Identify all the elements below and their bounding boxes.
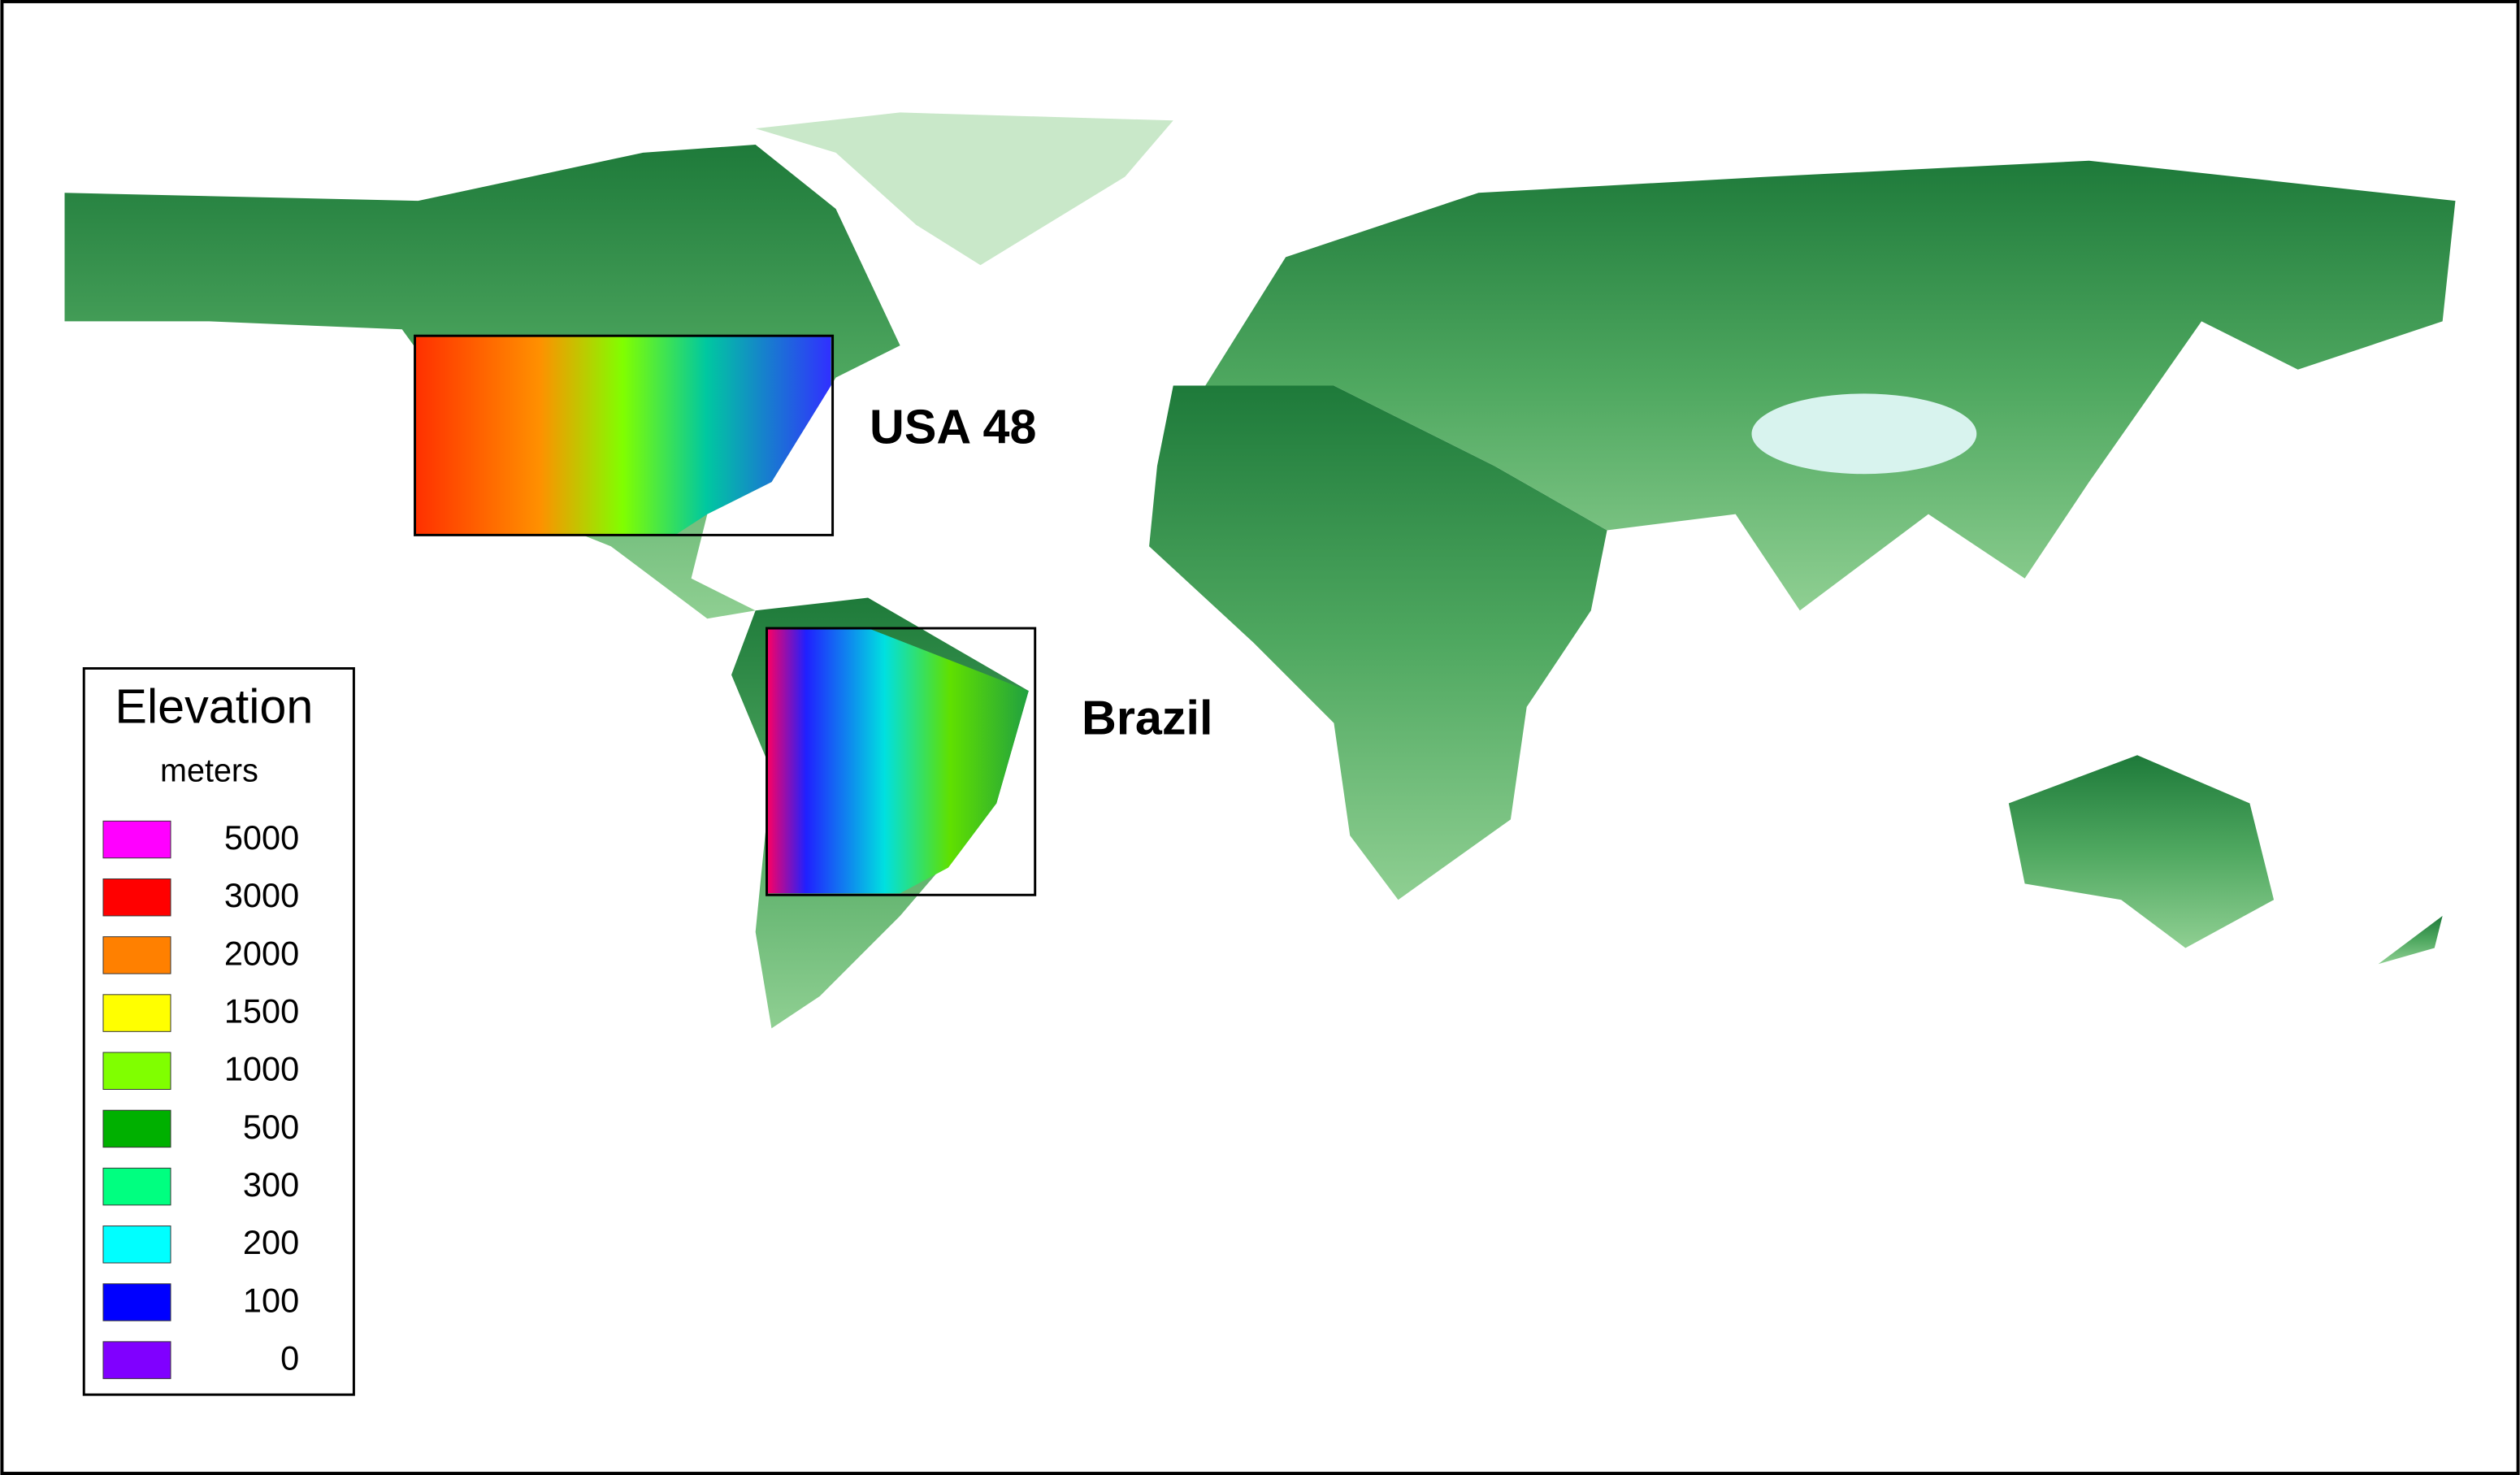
legend-swatch (102, 820, 171, 859)
legend-swatch (102, 1226, 171, 1264)
legend-label: 0 (280, 1339, 299, 1377)
legend-label: 500 (243, 1108, 299, 1146)
region-label: Brazil (1082, 690, 1212, 744)
brazil-elevation (766, 628, 1029, 894)
legend-label: 100 (243, 1281, 299, 1319)
legend-swatch (102, 1341, 171, 1379)
region-label: USA 48 (870, 400, 1036, 454)
legend-swatch (102, 1167, 171, 1206)
legend-label: 5000 (224, 818, 299, 857)
region-box (414, 334, 835, 536)
legend-swatch (102, 1283, 171, 1321)
legend-title: Elevation (115, 679, 313, 734)
legend-subtitle: meters (160, 753, 258, 788)
legend-swatch (102, 878, 171, 917)
region-box (766, 627, 1037, 896)
legend-swatch (102, 1052, 171, 1090)
usa-elevation (414, 336, 831, 536)
legend-box (82, 667, 355, 1396)
legend-label: 1500 (224, 992, 299, 1030)
plateau (1751, 393, 1977, 475)
legend: Elevation meters 50003000200015001000500… (82, 667, 355, 1396)
legend-label: 1000 (224, 1050, 299, 1088)
legend-swatch (102, 1109, 171, 1148)
legend-label: 200 (243, 1223, 299, 1261)
legend-label: 2000 (224, 934, 299, 972)
legend-swatch (102, 936, 171, 974)
legend-label: 300 (243, 1165, 299, 1204)
legend-label: 3000 (224, 876, 299, 914)
legend-swatch (102, 994, 171, 1032)
